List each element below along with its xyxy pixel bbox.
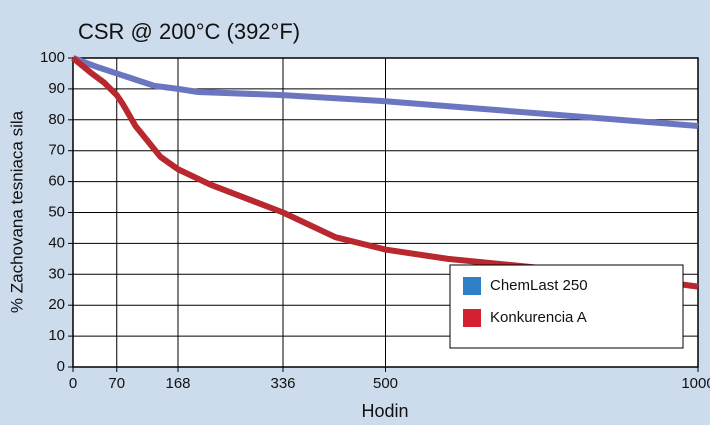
- y-tick-label: 40: [48, 234, 65, 251]
- legend-swatch: [463, 309, 481, 327]
- y-tick-label: 60: [48, 173, 65, 190]
- x-tick-label: 0: [69, 375, 77, 392]
- x-tick-label: 70: [108, 375, 125, 392]
- x-axis-label: Hodin: [361, 401, 408, 421]
- legend-swatch: [463, 277, 481, 295]
- legend-label: ChemLast 250: [490, 277, 588, 294]
- y-tick-label: 0: [57, 358, 65, 375]
- y-tick-label: 20: [48, 296, 65, 313]
- plot-border: [72, 57, 699, 368]
- legend-label: Konkurencia A: [490, 309, 587, 326]
- y-tick-label: 100: [40, 49, 65, 66]
- series-line: [71, 55, 699, 290]
- y-tick-label: 50: [48, 203, 65, 220]
- y-tick-label: 10: [48, 327, 65, 344]
- x-tick-label: 500: [373, 375, 398, 392]
- x-tick-label: 336: [270, 375, 295, 392]
- x-tick-label: 168: [165, 375, 190, 392]
- y-tick-label: 80: [48, 111, 65, 128]
- series-line: [71, 55, 699, 129]
- y-tick-label: 70: [48, 142, 65, 159]
- legend-box: [449, 264, 684, 349]
- y-axis-label: % Zachovana tesniaca sila: [7, 110, 26, 313]
- chart-title: CSR @ 200°C (392°F): [78, 19, 300, 44]
- y-tick-label: 30: [48, 265, 65, 282]
- y-tick-label: 90: [48, 80, 65, 97]
